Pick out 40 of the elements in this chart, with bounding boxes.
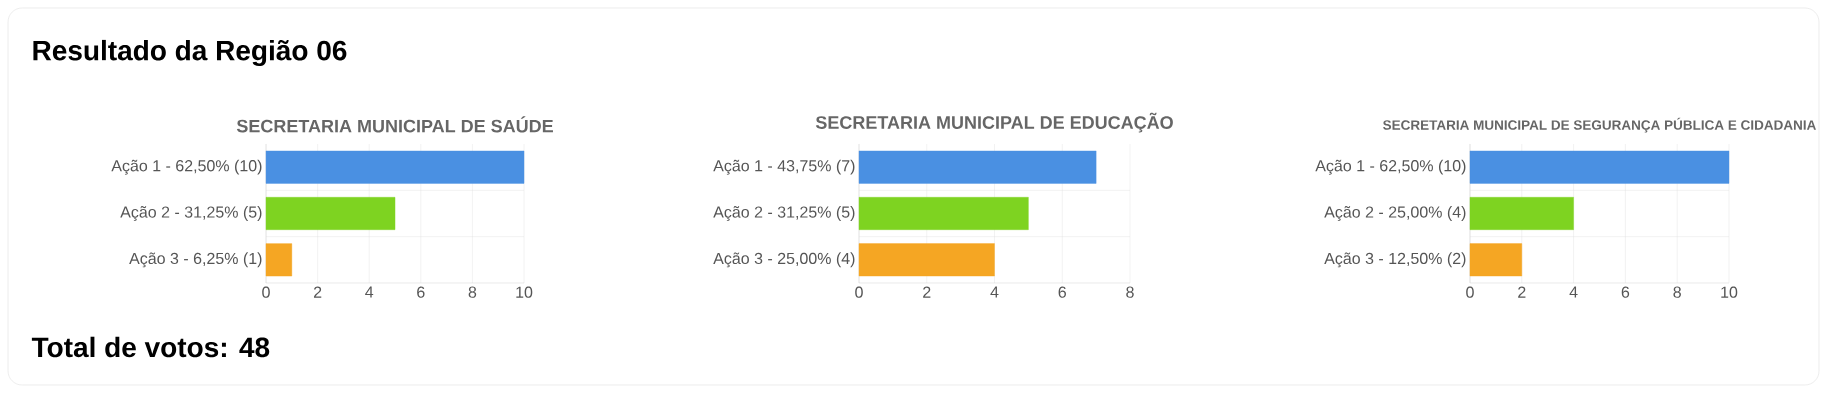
y-tick-label: Ação 3 - 12,50% (2) bbox=[1324, 252, 1466, 268]
y-tick-label: Ação 1 - 62,50% (10) bbox=[1315, 159, 1466, 175]
x-tick-label: 8 bbox=[1673, 286, 1681, 298]
x-tick-label: 0 bbox=[1466, 286, 1474, 298]
bar bbox=[858, 150, 1097, 184]
bar bbox=[1469, 150, 1730, 184]
x-tick-label: 0 bbox=[262, 286, 270, 298]
x-tick-label: 6 bbox=[417, 286, 425, 298]
x-tick-label: 10 bbox=[1721, 286, 1738, 298]
bar bbox=[858, 243, 995, 277]
y-tick-label: Ação 1 - 62,50% (10) bbox=[111, 159, 262, 175]
bar bbox=[265, 243, 293, 277]
x-tick-label: 2 bbox=[923, 286, 931, 298]
x-tick-label: 2 bbox=[313, 286, 322, 298]
y-tick-label: Ação 3 - 6,25% (1) bbox=[129, 252, 262, 268]
x-tick-label: 4 bbox=[365, 286, 374, 298]
chart-title: SECRETARIA MUNICIPAL DE SAÚDE bbox=[236, 116, 553, 133]
y-tick-label: Ação 2 - 31,25% (5) bbox=[120, 206, 262, 221]
bar bbox=[1469, 243, 1522, 277]
y-tick-label: Ação 2 - 25,00% (4) bbox=[1324, 206, 1466, 221]
x-tick-label: 8 bbox=[468, 286, 477, 298]
x-tick-label: 6 bbox=[1621, 286, 1630, 298]
y-tick-label: Ação 3 - 25,00% (4) bbox=[713, 252, 855, 268]
bar bbox=[265, 150, 525, 184]
chart-title: SECRETARIA MUNICIPAL DE SEGURANÇA PÚBLICA E CIDADANIA bbox=[1383, 117, 1816, 133]
bar bbox=[265, 197, 396, 230]
x-tick-label: 2 bbox=[1518, 286, 1526, 298]
x-tick-label: 0 bbox=[855, 286, 863, 298]
y-tick-label: Ação 1 - 43,75% (7) bbox=[713, 159, 855, 175]
x-tick-label: 4 bbox=[1569, 286, 1578, 298]
x-tick-label: 6 bbox=[1058, 286, 1066, 298]
y-tick-label: Ação 2 - 31,25% (5) bbox=[713, 206, 855, 221]
chart-title: SECRETARIA MUNICIPAL DE EDUCAÇÃO bbox=[815, 112, 1173, 133]
bar bbox=[1469, 197, 1574, 230]
x-tick-label: 10 bbox=[516, 286, 533, 298]
text: Resultado da Região 06 bbox=[33, 39, 347, 67]
text: Total de votos: 48 bbox=[31, 336, 270, 358]
bar bbox=[858, 197, 1029, 230]
x-tick-label: 8 bbox=[1126, 286, 1134, 298]
x-tick-label: 4 bbox=[990, 286, 999, 298]
